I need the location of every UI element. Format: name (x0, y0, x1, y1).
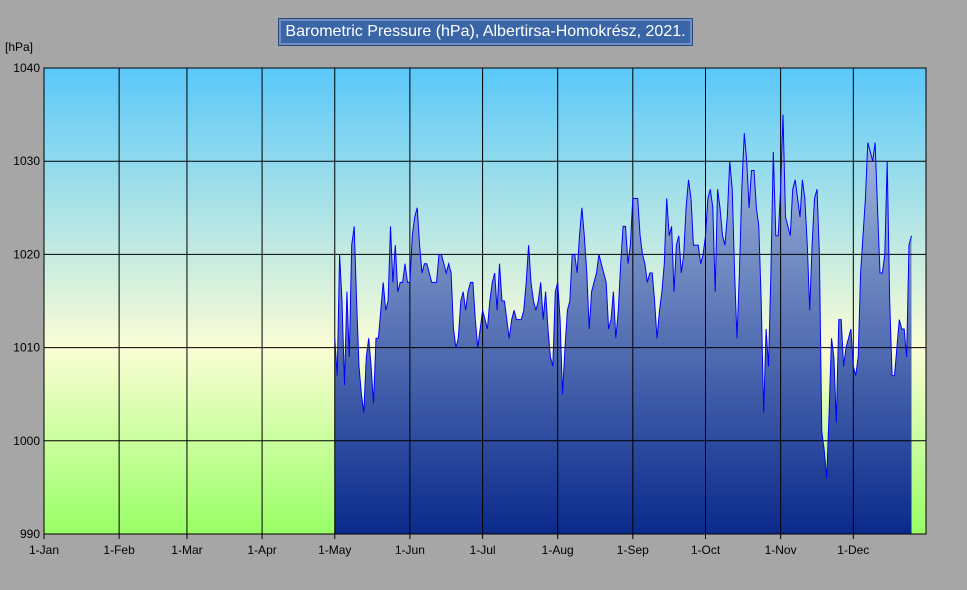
series-area-fill (334, 114, 912, 534)
y-tick-label: 990 (20, 527, 40, 541)
plot-border (43, 67, 927, 535)
x-tick-label: 1-Jul (470, 543, 496, 557)
y-axis-unit-label: [hPa] (5, 40, 34, 54)
y-tick-label: 1020 (13, 247, 40, 261)
y-tick-label: 1030 (13, 154, 40, 168)
y-tick-label: 1040 (13, 61, 40, 75)
x-tick-label: 1-Oct (691, 543, 721, 557)
y-tick-label: 1010 (13, 341, 40, 355)
x-tick-label: 1-May (318, 543, 351, 557)
y-tick-label: 1000 (13, 434, 40, 448)
x-tick-label: 1-Sep (617, 543, 649, 557)
x-tick-label: 1-Aug (542, 543, 574, 557)
series-line (334, 114, 912, 479)
x-tick-label: 1-Jan (29, 543, 59, 557)
x-tick-label: 1-Nov (765, 543, 797, 557)
chart-title: Barometric Pressure (hPa), Albertirsa-Ho… (278, 18, 693, 46)
x-tick-label: 1-Jun (395, 543, 425, 557)
x-tick-label: 1-Apr (247, 543, 276, 557)
x-tick-label: 1-Mar (171, 543, 202, 557)
x-tick-label: 1-Feb (103, 543, 135, 557)
x-tick-label: 1-Dec (837, 543, 869, 557)
